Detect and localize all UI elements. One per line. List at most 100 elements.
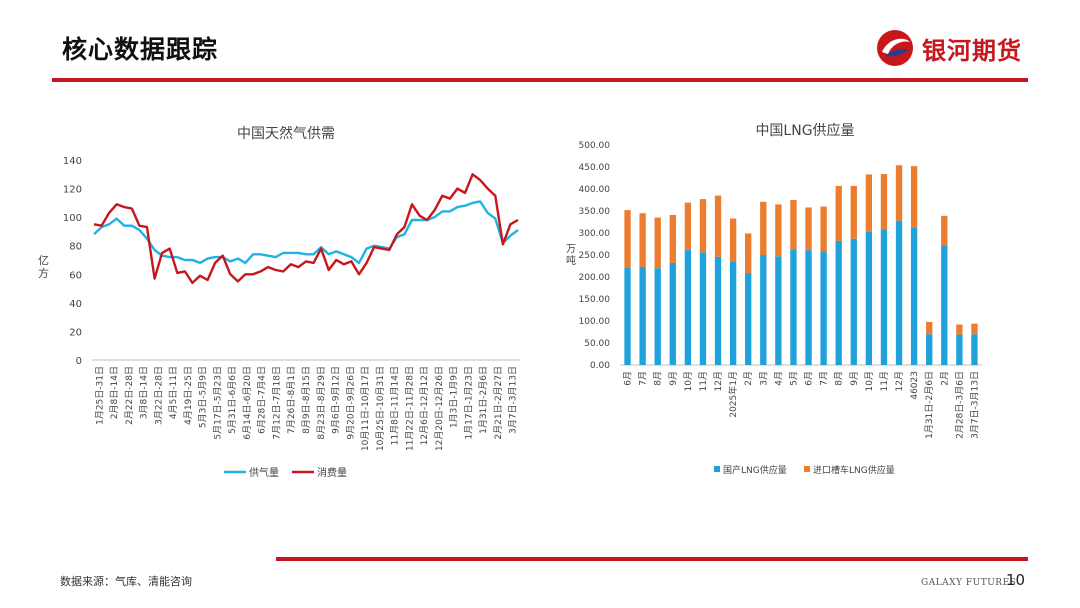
- x-tick-label: 9月6日-9月12日: [331, 366, 342, 434]
- x-tick-label: 11月: [698, 371, 709, 391]
- y-tick-label: 100.00: [579, 317, 611, 327]
- bar-import-lng: [941, 215, 948, 246]
- x-tick-label: 2025年1月: [727, 371, 739, 418]
- bar-domestic-lng: [790, 249, 797, 365]
- bar-import-lng: [880, 174, 888, 230]
- x-tick-label: 3月: [758, 371, 769, 386]
- bar-import-lng: [805, 207, 812, 251]
- bar-import-lng: [760, 201, 767, 255]
- y-tick-label: 450.00: [579, 163, 611, 173]
- x-tick-label: 2月: [743, 371, 754, 386]
- bar-import-lng: [699, 199, 707, 253]
- x-tick-label: 8月23日-8月29日: [316, 366, 327, 440]
- y-axis-label: 亿方: [38, 254, 49, 280]
- x-tick-label: 5月17日-5月23日: [212, 366, 223, 440]
- bar-import-lng: [895, 165, 903, 221]
- y-tick-label: 250.00: [579, 251, 611, 261]
- supply-series-line: [93, 200, 519, 265]
- y-tick-label: 50.00: [584, 339, 610, 349]
- bar-import-lng: [669, 214, 676, 263]
- bar-import-lng: [910, 166, 918, 228]
- bar-domestic-lng: [835, 240, 842, 365]
- bar-import-lng: [926, 321, 933, 335]
- y-tick-label: 120: [63, 185, 82, 196]
- bar-domestic-lng: [714, 256, 722, 365]
- x-tick-label: 12月6日-12月12日: [419, 366, 430, 445]
- x-tick-label: 7月26日-8月1日: [286, 366, 297, 434]
- bar-import-lng: [654, 217, 661, 269]
- lng-supply-chart: 中国LNG供应量 0.00 50.00 100.00 150.00 200.00 250.0…: [566, 122, 982, 476]
- bar-domestic-lng: [926, 334, 933, 365]
- x-tick-label: 8月: [834, 371, 845, 386]
- x-tick-label: 11月8日-11月14日: [390, 366, 401, 445]
- x-tick-label: 2月8日-14日: [109, 366, 120, 419]
- x-tick-label: 3月7日-3月13日: [508, 366, 519, 434]
- page-title: 核心数据跟踪: [62, 35, 219, 64]
- bar-domestic-lng: [895, 220, 903, 365]
- bar-domestic-lng: [729, 261, 737, 365]
- bar-domestic-lng: [624, 267, 631, 365]
- y-tick-label: 140: [63, 156, 82, 167]
- bar-domestic-lng: [865, 231, 873, 365]
- data-source-note: 数据来源：气库、清能咨询: [60, 575, 192, 588]
- company-logo: 银河期货: [874, 28, 1022, 68]
- x-tick-label: 11月22日-11月28日: [404, 366, 415, 451]
- bar-domestic-lng: [760, 255, 767, 365]
- bar-import-lng: [820, 206, 827, 252]
- y-tick-label: 40: [69, 299, 82, 310]
- x-tick-label: 6月14日-6月20日: [242, 366, 253, 440]
- gas-supply-demand-chart: 中国天然气供需 0 20 40 60 80 100 120 140 亿方 1月25日-31日 2月8日…: [38, 125, 520, 479]
- x-tick-label: 8月: [653, 371, 664, 386]
- bar-import-lng: [639, 213, 646, 267]
- bar-import-lng: [714, 195, 722, 257]
- y-tick-label: 100: [63, 213, 82, 224]
- x-tick-label: 4月: [773, 371, 784, 386]
- footer-divider: [276, 557, 1028, 561]
- y-tick-label: 200.00: [579, 273, 611, 283]
- bar-domestic-lng: [941, 245, 948, 365]
- demand-series-line: [93, 173, 519, 285]
- bar-domestic-lng: [684, 249, 692, 365]
- x-tick-label: 2月: [939, 371, 950, 386]
- x-tick-label: 2月21日-2月27日: [493, 366, 504, 440]
- galaxy-logo-icon: [877, 30, 913, 66]
- page-number: 10: [1006, 571, 1026, 589]
- x-tick-label: 9月: [849, 371, 860, 386]
- bar-domestic-lng: [805, 250, 812, 365]
- x-tick-label: 1月3日-1月9日: [449, 366, 460, 428]
- x-tick-label: 12月20日-12月26日: [434, 366, 445, 451]
- y-tick-label: 60: [69, 270, 82, 281]
- legend-label: 消费量: [317, 466, 347, 479]
- y-tick-label: 300.00: [579, 229, 611, 239]
- x-tick-label: 46023: [910, 371, 920, 400]
- x-tick-label: 5月31日-6月6日: [227, 366, 238, 434]
- x-tick-label: 5月: [788, 371, 799, 386]
- legend-label: 进口槽车LNG供应量: [813, 464, 895, 476]
- bar-import-lng: [624, 210, 631, 268]
- bar-domestic-lng: [910, 227, 918, 365]
- x-tick-label: 2月28日-3月6日: [954, 371, 965, 439]
- x-tick-label: 6月: [623, 371, 634, 386]
- bar-domestic-lng: [654, 268, 661, 365]
- x-tick-label: 10月: [683, 371, 694, 391]
- y-tick-label: 20: [69, 327, 82, 338]
- y-tick-label: 350.00: [579, 207, 611, 217]
- x-tick-label: 7月12日-7月18日: [271, 366, 282, 440]
- legend-swatch: [804, 466, 810, 472]
- bar-domestic-lng: [820, 251, 827, 365]
- x-tick-label: 10月25日-10月31日: [375, 366, 386, 451]
- bar-import-lng: [956, 324, 963, 335]
- bar-import-lng: [684, 202, 692, 250]
- x-tick-label: 8月9日-8月15日: [301, 366, 312, 434]
- x-tick-label: 3月22日-28日: [153, 366, 164, 425]
- bar-domestic-lng: [880, 229, 888, 365]
- chart-title: 中国天然气供需: [237, 125, 335, 142]
- x-tick-label: 1月31日-2月6日: [478, 366, 489, 434]
- x-tick-label: 1月31日-2月6日: [924, 371, 935, 439]
- x-tick-label: 4月19日-25日: [183, 366, 194, 425]
- bar-import-lng: [865, 174, 873, 232]
- logo-text: 银河期货: [922, 36, 1022, 65]
- y-tick-label: 80: [69, 242, 82, 253]
- x-tick-label: 9月20日-9月26日: [345, 366, 356, 440]
- bar-import-lng: [775, 204, 782, 257]
